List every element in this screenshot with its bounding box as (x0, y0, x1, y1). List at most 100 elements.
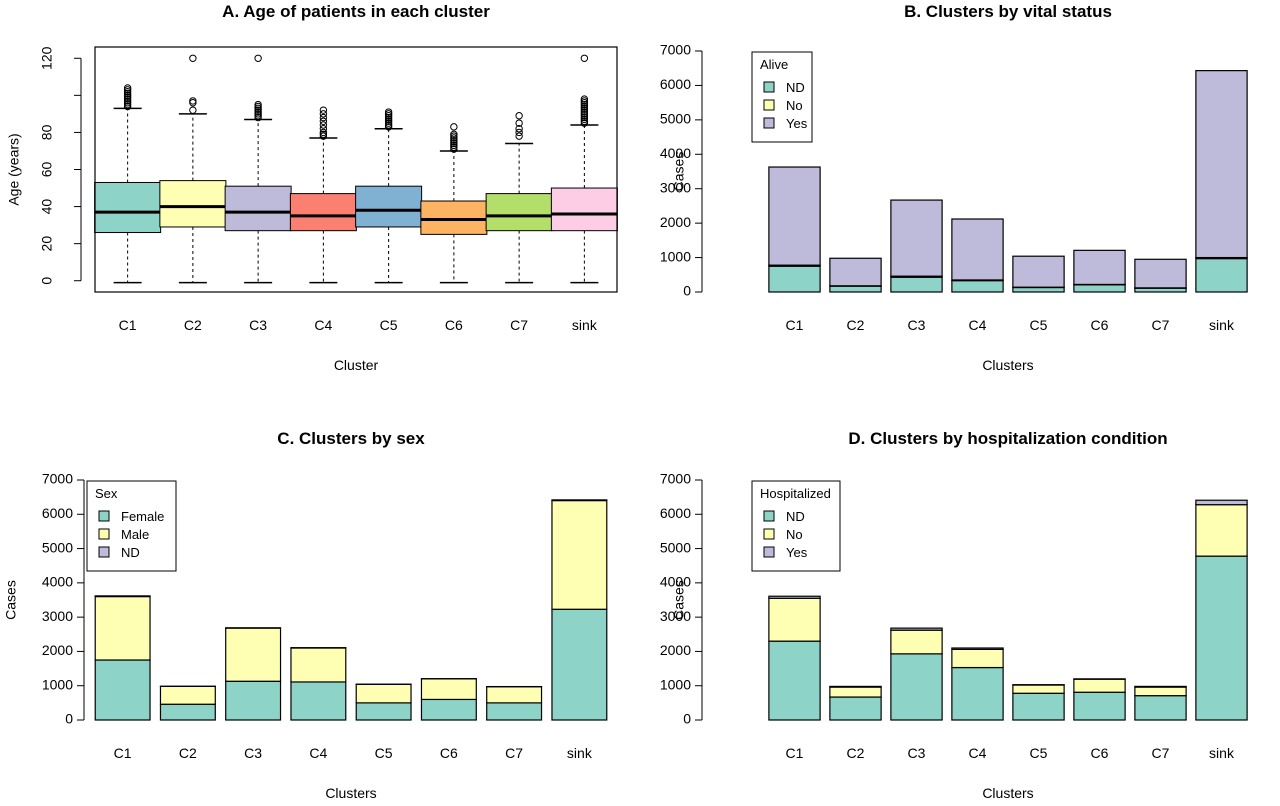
legend-swatch (99, 529, 109, 539)
y-tick-label: 1000 (660, 248, 691, 264)
x-tick-label: C6 (445, 317, 463, 333)
y-tick-label: 20 (39, 236, 55, 252)
bar-segment-female (356, 703, 411, 720)
y-tick-label: 120 (39, 46, 55, 70)
bar-stack-sink (1196, 71, 1247, 292)
box-C5 (356, 109, 422, 283)
y-tick-label: 6000 (660, 505, 691, 521)
y-axis-label: Cases (671, 580, 687, 620)
bar-segment-male (487, 687, 542, 703)
bar-segment-nd (830, 286, 881, 292)
outlier-point (190, 55, 196, 61)
y-tick-label: 3000 (42, 608, 73, 624)
x-tick-label: sink (567, 745, 593, 761)
iqr-box (486, 194, 552, 231)
box-C2 (160, 55, 226, 283)
bar-segment-nd (952, 281, 1003, 292)
chart-title: A. Age of patients in each cluster (222, 2, 490, 21)
x-tick-label: sink (572, 317, 598, 333)
legend-swatch (764, 529, 774, 539)
x-tick-label: C5 (375, 745, 393, 761)
bar-segment-yes (769, 167, 820, 265)
iqr-box (356, 186, 422, 227)
bar-segment-male (552, 501, 607, 610)
bar-segment-nd (769, 266, 820, 292)
bar-segment-no (830, 687, 881, 697)
y-tick-label: 6000 (42, 505, 73, 521)
y-tick-label: 7000 (42, 471, 73, 487)
legend-label: ND (121, 545, 140, 560)
bar-stack-C1 (769, 167, 820, 292)
bar-segment-yes (769, 596, 820, 598)
bar-segment-yes (1135, 259, 1186, 288)
y-axis-label: Age (years) (6, 133, 22, 205)
iqr-box (290, 194, 356, 231)
bar-stack-C2 (830, 686, 881, 720)
legend-label: ND (786, 80, 805, 95)
bar-segment-yes (952, 648, 1003, 649)
bar-stack-C2 (160, 686, 215, 720)
bar-stack-C5 (356, 684, 411, 720)
bar-segment-male (421, 679, 476, 700)
legend-swatch (99, 511, 109, 521)
bar-segment-female (552, 609, 607, 720)
y-axis-label: Cases (3, 580, 19, 620)
bar-segment-yes (1074, 250, 1125, 284)
x-tick-label: C1 (786, 317, 804, 333)
x-tick-label: C3 (249, 317, 267, 333)
legend-swatch (99, 547, 109, 557)
bar-stack-C2 (830, 258, 881, 292)
x-tick-label: C5 (380, 317, 398, 333)
legend-swatch (764, 511, 774, 521)
y-tick-label: 1000 (660, 676, 691, 692)
bar-segment-nd (95, 596, 150, 597)
outlier-point (516, 133, 522, 139)
y-tick-label: 6000 (660, 76, 691, 92)
bar-segment-yes (1196, 500, 1247, 504)
legend-swatch (764, 82, 774, 92)
bar-stack-C3 (226, 628, 281, 720)
legend-title: Sex (95, 486, 118, 501)
bar-segment-nd (1196, 259, 1247, 292)
stacked-bar-chart-sex: C. Clusters by sex0100020003000400050006… (0, 400, 640, 801)
iqr-box (95, 182, 161, 232)
bar-segment-female (226, 681, 281, 720)
bar-segment-male (291, 648, 346, 682)
x-tick-label: C2 (847, 745, 865, 761)
bar-segment-female (95, 660, 150, 720)
bar-segment-nd (952, 668, 1003, 720)
y-tick-label: 0 (39, 277, 55, 285)
y-tick-label: 5000 (660, 111, 691, 127)
x-tick-label: C2 (847, 317, 865, 333)
bar-segment-no (1074, 679, 1125, 692)
box-C6 (421, 124, 487, 283)
bar-stack-sink (1196, 500, 1247, 720)
stacked-bar-chart-hospitalization: D. Clusters by hospitalization condition… (640, 400, 1280, 801)
y-tick-label: 5000 (660, 539, 691, 555)
y-tick-label: 40 (39, 199, 55, 215)
bar-stack-C4 (952, 648, 1003, 720)
bar-stack-C6 (1074, 679, 1125, 720)
box-C7 (486, 113, 552, 283)
bar-stack-C1 (95, 596, 150, 720)
y-tick-label: 0 (65, 711, 73, 727)
legend-label: Yes (786, 545, 808, 560)
outlier-point (320, 114, 326, 120)
stacked-bar-chart-vital-status: B. Clusters by vital status0100020003000… (640, 0, 1280, 400)
x-tick-label: C3 (908, 317, 926, 333)
bar-stack-C3 (891, 628, 942, 720)
x-tick-label: C5 (1030, 745, 1048, 761)
iqr-box (421, 201, 487, 234)
bar-stack-C3 (891, 200, 942, 292)
bar-segment-male (95, 597, 150, 660)
y-tick-label: 4000 (42, 574, 73, 590)
legend-swatch (764, 118, 774, 128)
x-tick-label: C6 (440, 745, 458, 761)
y-tick-label: 2000 (42, 642, 73, 658)
outlier-point (451, 124, 457, 130)
iqr-box (225, 186, 291, 230)
